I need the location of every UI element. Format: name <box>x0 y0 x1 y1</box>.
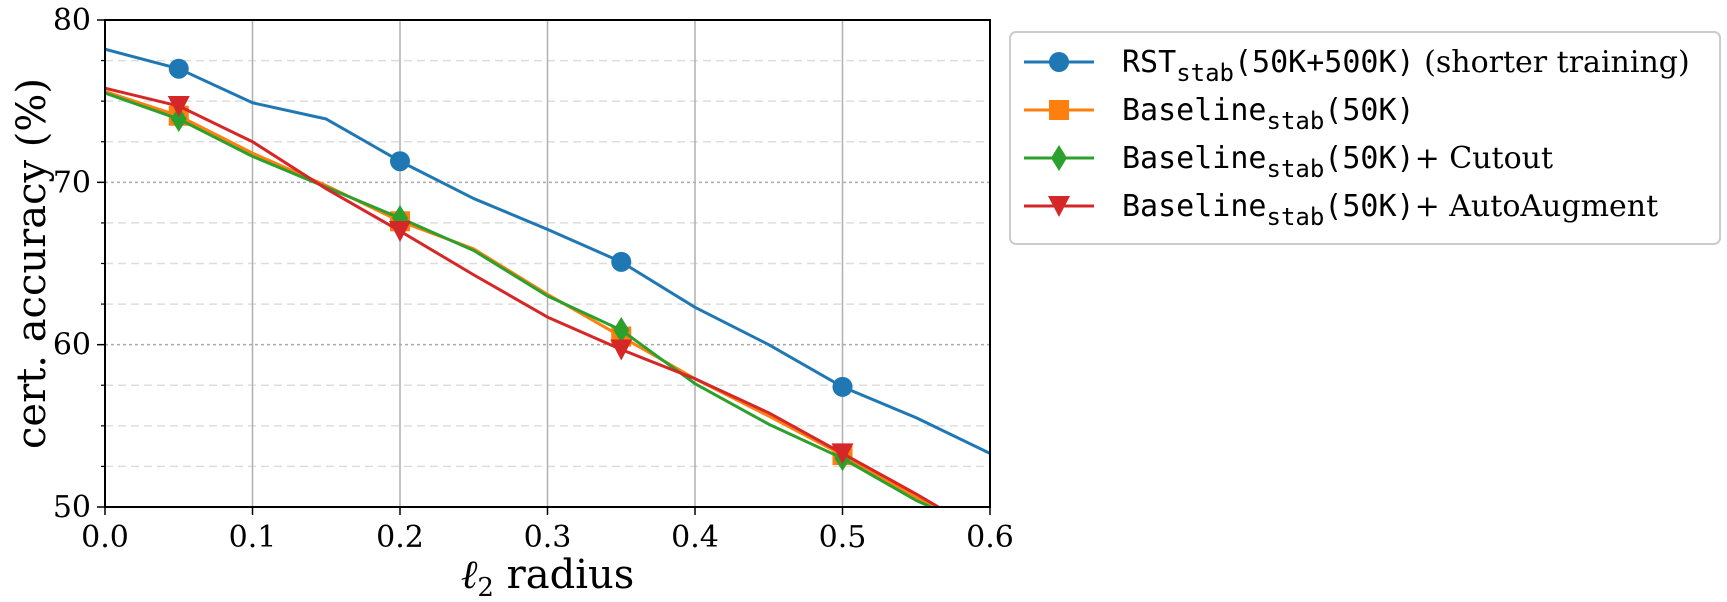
x-tick-label: 0.0 <box>81 520 129 555</box>
legend-paren: (50K) <box>1324 189 1414 224</box>
legend-subscript: stab <box>1267 107 1325 135</box>
data-point <box>832 376 853 397</box>
legend-item: Baselinestab(50K)+ AutoAugment <box>1024 189 1658 231</box>
x-axis-label-ell: ℓ <box>461 552 478 598</box>
tick-layer: 0.0 0.1 0.2 0.3 0.4 0.5 0.6 50 60 70 80 <box>53 3 1014 555</box>
legend-label: Baselinestab(50K)+ AutoAugment <box>1122 189 1658 231</box>
y-tick-label: 70 <box>53 165 91 200</box>
legend-suffix: (shorter training) <box>1415 45 1690 80</box>
legend-label: RSTstab(50K+500K) (shorter training) <box>1122 45 1690 87</box>
legend-items: RSTstab(50K+500K) (shorter training)Base… <box>1024 45 1690 231</box>
legend-marker <box>1049 52 1069 72</box>
x-tick-label: 0.2 <box>376 520 424 555</box>
data-point <box>167 96 190 118</box>
legend-suffix: + AutoAugment <box>1415 189 1659 224</box>
x-axis-label: ℓ2 radius <box>461 552 635 602</box>
x-tick-label: 0.6 <box>966 520 1014 555</box>
legend-label: Baselinestab(50K) <box>1122 93 1415 135</box>
series-3 <box>105 86 940 507</box>
x-tick-label: 0.4 <box>671 520 719 555</box>
legend-item: Baselinestab(50K)+ Cutout <box>1024 141 1553 183</box>
y-tick-label: 80 <box>53 3 91 38</box>
data-point <box>390 151 410 172</box>
legend-paren: (50K) <box>1324 93 1414 128</box>
legend-marker <box>1049 100 1069 120</box>
y-tick-label: 50 <box>53 490 91 525</box>
legend-box <box>1009 31 1721 245</box>
x-tick-label: 0.3 <box>524 520 572 555</box>
legend-paren: (50K+500K) <box>1234 45 1415 80</box>
y-axis-label: cert. accuracy (%) <box>9 78 55 449</box>
series-layer <box>105 47 990 507</box>
legend-label: Baselinestab(50K)+ Cutout <box>1122 141 1553 183</box>
legend-subscript: stab <box>1176 59 1234 87</box>
legend-name: Baseline <box>1122 141 1267 176</box>
legend: RSTstab(50K+500K) (shorter training)Base… <box>1009 31 1721 245</box>
data-point <box>613 317 630 344</box>
legend-item: Baselinestab(50K) <box>1024 93 1415 135</box>
data-point <box>170 106 187 133</box>
legend-subscript: stab <box>1267 155 1325 183</box>
legend-subscript: stab <box>1267 203 1325 231</box>
data-point <box>168 58 189 79</box>
legend-paren: (50K) <box>1324 141 1414 176</box>
series-0 <box>105 47 990 455</box>
x-tick-label: 0.1 <box>229 520 277 555</box>
data-point <box>831 443 854 465</box>
x-tick-label: 0.5 <box>819 520 867 555</box>
data-point <box>389 221 411 243</box>
data-point <box>611 251 632 272</box>
legend-marker <box>1048 196 1070 217</box>
grid-layer <box>105 20 990 507</box>
legend-suffix: + Cutout <box>1415 141 1553 176</box>
data-point <box>610 339 633 361</box>
legend-name: Baseline <box>1122 93 1267 128</box>
legend-marker <box>1051 145 1067 171</box>
y-tick-label: 60 <box>53 328 91 363</box>
x-axis-label-rest: radius <box>494 552 634 598</box>
legend-name: RST <box>1122 45 1176 80</box>
legend-item: RSTstab(50K+500K) (shorter training) <box>1024 45 1690 87</box>
x-axis-label-sub: 2 <box>477 573 494 602</box>
legend-name: Baseline <box>1122 189 1267 224</box>
